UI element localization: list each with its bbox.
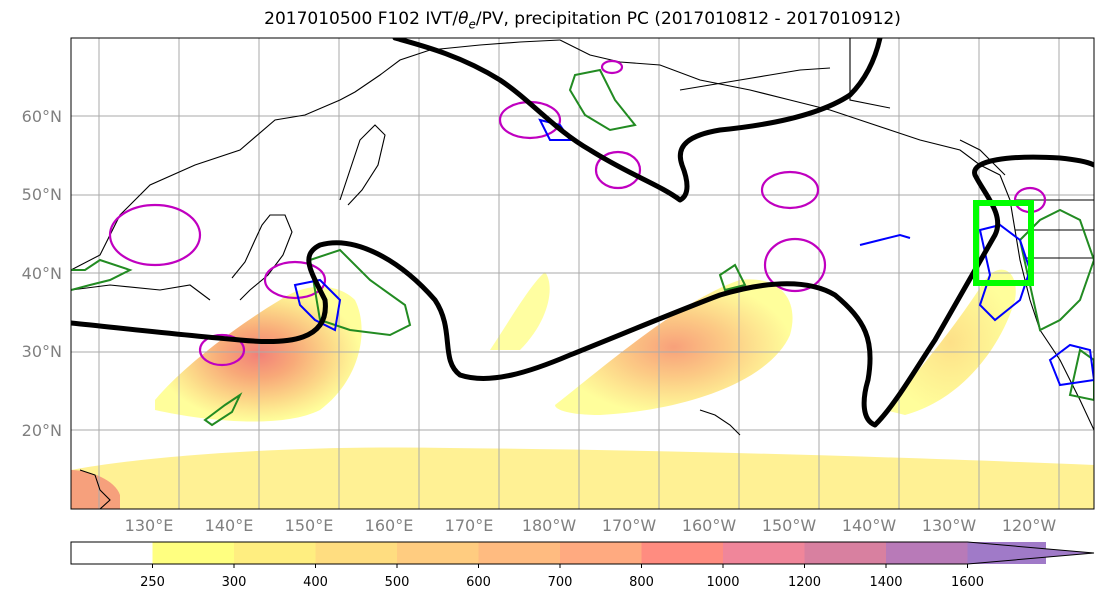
colorbar-segment (804, 542, 887, 564)
colorbar-label-250: 250 (140, 575, 165, 590)
coastline-japan (231, 214, 293, 301)
coastline-alaska (559, 39, 1001, 176)
lon-label-180: 180°W (521, 516, 577, 535)
colorbar-segment (560, 542, 642, 564)
colorbar-extend-arrow (967, 542, 1094, 564)
colorbar-label-800: 800 (629, 575, 654, 590)
lon-label-210: 150°W (761, 516, 817, 535)
lat-label-60: 60°N (21, 106, 62, 126)
lon-label-170: 170°E (444, 516, 494, 535)
lat-label-30: 30°N (21, 342, 62, 361)
colorbar (70, 541, 1095, 568)
colorbar-label-1200: 1200 (787, 575, 822, 590)
lon-label-150: 150°E (284, 516, 334, 535)
map-title: 2017010500 F102 IVT/θe/PV, precipitation… (264, 9, 901, 32)
coastline-korea-china (71, 284, 211, 301)
precip-area-central-pacific (555, 279, 793, 415)
coastline-hawaii (699, 409, 741, 436)
colorbar-label-300: 300 (221, 575, 247, 590)
coastline-aleutians (679, 67, 831, 91)
precipitation-shading (71, 269, 1094, 509)
lat-label-20: 20°N (21, 420, 62, 440)
colorbar-label-700: 700 (547, 575, 573, 590)
coastline-bc (959, 139, 1006, 176)
lat-label-50: 50°N (21, 185, 62, 204)
precip-area-west-pacific (155, 286, 362, 422)
ivt-contour (71, 154, 1094, 428)
colorbar-segment (71, 542, 153, 564)
colorbar-label-500: 500 (384, 575, 410, 590)
colorbar-label-1000: 1000 (706, 575, 740, 590)
lon-label-230: 130°W (921, 516, 977, 535)
map-frame (70, 37, 1095, 510)
lon-label-240: 120°W (1001, 516, 1057, 535)
precip-area-tropical-core (71, 470, 120, 509)
colorbar-segment (641, 542, 724, 564)
coastline-north-america (999, 174, 1094, 431)
colorbar-segment (234, 542, 316, 564)
highlight-region-box (973, 200, 1034, 286)
colorbar-segment (886, 542, 968, 564)
colorbar-segment (723, 542, 805, 564)
precip-area-tropical-band (71, 447, 1094, 509)
coastlines (71, 38, 1094, 509)
colorbar-label-1600: 1600 (950, 575, 985, 590)
colorbar-label-600: 600 (466, 575, 491, 590)
colorbar-segment (397, 542, 479, 564)
ivt-contour-north (392, 38, 883, 203)
lon-label-160: 160°E (364, 516, 414, 535)
coastline-kamchatka (339, 124, 386, 206)
colorbar-segment (152, 542, 235, 564)
colorbar-outline (70, 541, 1095, 565)
precip-area-west-coast (885, 269, 1016, 415)
colorbar-segment (478, 542, 561, 564)
precip-area-dateline-band (490, 272, 550, 350)
lon-label-200: 160°W (681, 516, 737, 535)
lon-label-140: 140°E (204, 516, 254, 535)
lat-label-40: 40°N (21, 263, 62, 283)
coastline-philippines (79, 469, 111, 509)
lon-label-130: 130°E (124, 516, 174, 535)
lon-label-220: 140°W (841, 516, 897, 535)
lon-label-190: 170°W (601, 516, 657, 535)
colorbar-segment (315, 542, 398, 564)
colorbar-label-400: 400 (303, 575, 328, 590)
gridlines (71, 38, 1094, 509)
country-border-canada-alaska (849, 38, 891, 109)
coastline-asia (71, 39, 561, 271)
colorbar-label-1400: 1400 (869, 575, 903, 590)
